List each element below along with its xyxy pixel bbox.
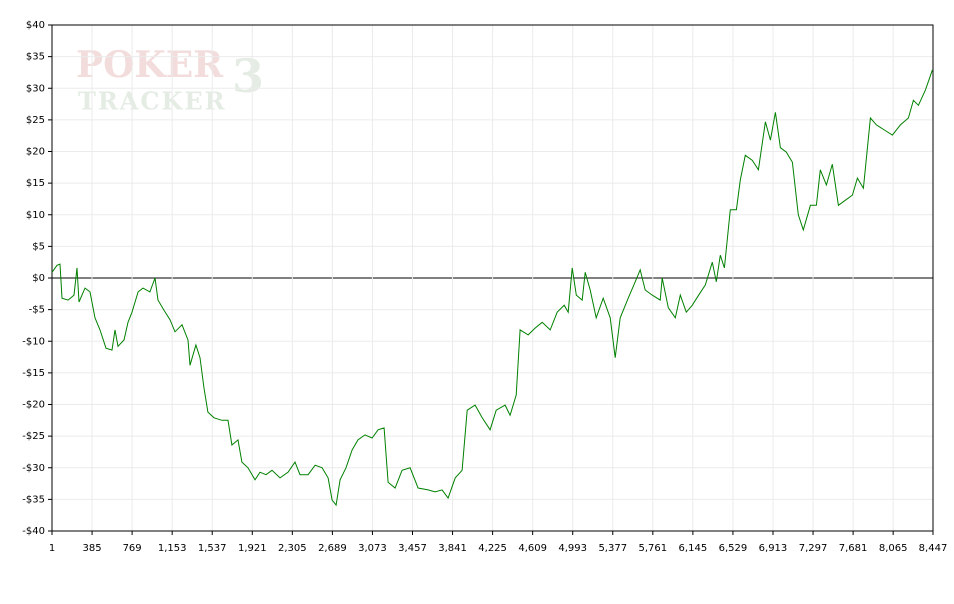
x-tick-label: 6,145: [679, 543, 708, 554]
x-tick-label: 4,993: [558, 543, 587, 554]
y-tick-label: -$35: [22, 494, 45, 505]
x-tick-label: 8,447: [919, 543, 948, 554]
y-tick-label: $40: [26, 20, 45, 31]
x-tick-label: 1: [49, 543, 55, 554]
y-tick-label: -$40: [22, 526, 45, 537]
y-tick-label: -$5: [29, 305, 45, 316]
watermark-mark: 3: [232, 49, 264, 103]
watermark-text: TRACKER: [78, 87, 227, 116]
x-tick-label: 3,457: [398, 543, 427, 554]
y-tick-label: $10: [26, 210, 45, 221]
plot-frame: [51, 24, 934, 532]
x-tick-label: 6,529: [719, 543, 748, 554]
watermark-text: POKER: [76, 44, 224, 86]
x-tick-label: 4,609: [518, 543, 547, 554]
x-tick-label: 3,841: [438, 543, 467, 554]
y-tick-label: -$15: [22, 368, 45, 379]
x-tick-label: 4,225: [478, 543, 507, 554]
watermark: POKER 3 TRACKER: [76, 44, 264, 116]
x-tick-label: 1,153: [158, 543, 187, 554]
y-tick-label: -$10: [22, 336, 45, 347]
x-tick-label: 1,537: [198, 543, 227, 554]
y-tick-label: $0: [32, 273, 45, 284]
y-tick-label: $15: [26, 178, 45, 189]
y-tick-label: -$30: [22, 463, 45, 474]
y-tick-label: $5: [32, 241, 45, 252]
x-tick-label: 8,065: [879, 543, 908, 554]
y-tick-label: $35: [26, 52, 45, 63]
y-tick-label: -$20: [22, 400, 45, 411]
y-tick-label: $30: [26, 83, 45, 94]
x-tick-label: 385: [83, 543, 102, 554]
x-tick-label: 2,689: [318, 543, 347, 554]
y-tick-label: $25: [26, 115, 45, 126]
x-tick-label: 3,073: [358, 543, 387, 554]
x-tick-label: 769: [123, 543, 142, 554]
x-tick-label: 6,913: [759, 543, 788, 554]
x-tick-label: 1,921: [238, 543, 267, 554]
y-tick-label: $20: [26, 147, 45, 158]
x-tick-label: 5,377: [598, 543, 627, 554]
x-tick-label: 5,761: [639, 543, 668, 554]
x-tick-label: 7,681: [839, 543, 868, 554]
x-tick-label: 7,297: [799, 543, 828, 554]
y-tick-label: -$25: [22, 431, 45, 442]
x-tick-label: 2,305: [278, 543, 307, 554]
series-line: [51, 69, 933, 507]
